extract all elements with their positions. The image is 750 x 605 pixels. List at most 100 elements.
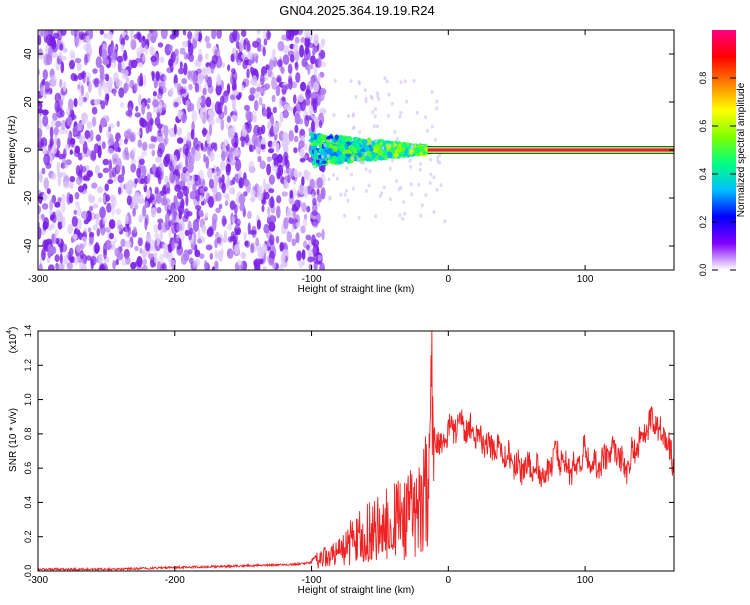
spectrogram-cell [266,156,272,163]
spectrogram-cell [283,109,289,119]
spectrogram-cell [69,49,75,58]
spectrogram-cell [108,219,116,230]
spectrogram-cell [124,240,132,248]
spectrogram-cell [282,131,289,141]
spectrogram-cell [206,42,212,49]
spectrogram-cell [261,103,266,109]
spectrogram-cell [223,138,229,146]
spectrogram-cell [192,182,197,194]
spectrogram-cell [266,106,272,120]
spectrogram-cell [225,149,233,158]
spectrogram-cell [77,185,85,193]
spectrogram-cell [38,171,42,181]
spectrogram-cell [107,147,114,155]
spectrogram-y-ticks: -40 -20 0 20 40 [23,48,674,253]
spectrogram-cell [243,178,250,187]
spectrogram-image [38,30,674,270]
spectrogram-cell [130,158,137,165]
colorbar: 0.0 0.2 0.4 0.6 0.8 Normalized spectral ampl… [698,30,747,276]
spectrogram-cell [74,192,80,200]
spectrogram-cell [241,128,248,137]
spectrogram-cell [64,143,70,151]
spectrogram-cell [164,153,171,165]
spectrogram-cell [69,59,75,70]
spectrogram-cell [343,213,347,218]
spectrogram-cell [151,30,158,40]
spectrogram-cell [443,219,447,224]
spectrogram-cell [38,133,42,143]
spectrogram-cell [408,148,414,155]
spectrogram-cell [187,249,193,255]
spectrogram-cell [291,206,299,213]
spectrogram-cell [390,158,394,163]
spectrogram-cell [226,175,230,188]
spectrogram-cell [100,100,106,110]
spectrogram-cell [134,245,139,252]
spectrogram-cell [294,124,299,134]
spectrogram-cell [124,214,129,225]
spectrogram-cell [280,66,285,74]
spectrogram-cell [283,217,289,230]
spectrogram-cell [350,172,353,177]
spectrogram-cell [203,186,208,192]
spectrogram-cell [51,233,57,245]
snr-y-tick-label: 1.4 [23,325,33,338]
spectrogram-cell [284,155,288,166]
spectrogram-cell [313,261,318,270]
spectrogram-cell [157,123,163,130]
spectrogram-cell [373,114,377,119]
snr-y-tick-label: 0.4 [23,496,33,509]
spectrogram-cell [60,243,68,253]
spectrogram-cell [231,71,238,83]
spectrogram-cell [237,265,245,270]
spectrogram-cell [70,237,75,244]
spectrogram-cell [58,153,64,160]
spectrogram-cell [201,224,207,234]
spectrogram-cell [327,144,335,149]
spectrogram-cell [305,115,311,121]
spectrogram-cell [251,110,257,123]
spectrogram-cell [66,262,74,270]
spectrogram-cell [166,187,171,195]
spectrogram-cell [215,168,222,176]
snr-y-ticks: 0.0 0.2 0.4 0.6 0.8 1.0 1.2 1.4 [23,325,674,578]
spectrogram-cell [84,130,91,140]
spectrogram-cell [226,115,231,123]
spectrogram-cell [72,126,79,136]
spectrogram-cell [426,128,429,133]
spectrogram-cell [293,42,299,54]
spectrogram-cell [194,32,198,41]
snr-y-tick-label: 0.0 [23,565,33,578]
spectrogram-cell [397,187,401,192]
spectrogram-cell [113,91,117,97]
spectrogram-x-ticks: -300 -200 -100 0 100 [28,30,594,285]
spectrogram-cell [245,109,251,121]
spectrogram-cell [288,130,294,142]
spectrogram-cell [80,71,87,79]
spectrogram-cell [267,68,272,78]
spectrogram-cell [311,193,315,198]
spectrogram-cell [305,234,312,241]
spectrogram-cell [117,186,122,195]
spectrogram-cell [93,98,101,106]
spectrogram-cell [270,55,276,61]
spectrogram-cell [103,32,108,39]
spectrogram-cell [235,218,241,227]
spectrogram-cell [49,246,56,255]
spectrogram-cell [395,137,399,142]
spectrogram-cell [117,174,125,183]
snr-y-tick-label: 0.8 [23,428,33,441]
spectrogram-cell [118,87,125,98]
spectrogram-cell [317,193,322,203]
spectrogram-cell [115,208,122,215]
spectrogram-cell [262,266,267,270]
spectrogram-cell [173,123,177,135]
spectrogram-cell [221,150,226,162]
spectrogram-cell [181,78,188,85]
spectrogram-cell [395,146,402,153]
spectrogram-cell [179,47,186,55]
spectrogram-cell [194,199,198,207]
spectrogram-cell [148,253,155,260]
spectrogram-cell [223,90,230,97]
spectrogram-cell [104,73,110,82]
